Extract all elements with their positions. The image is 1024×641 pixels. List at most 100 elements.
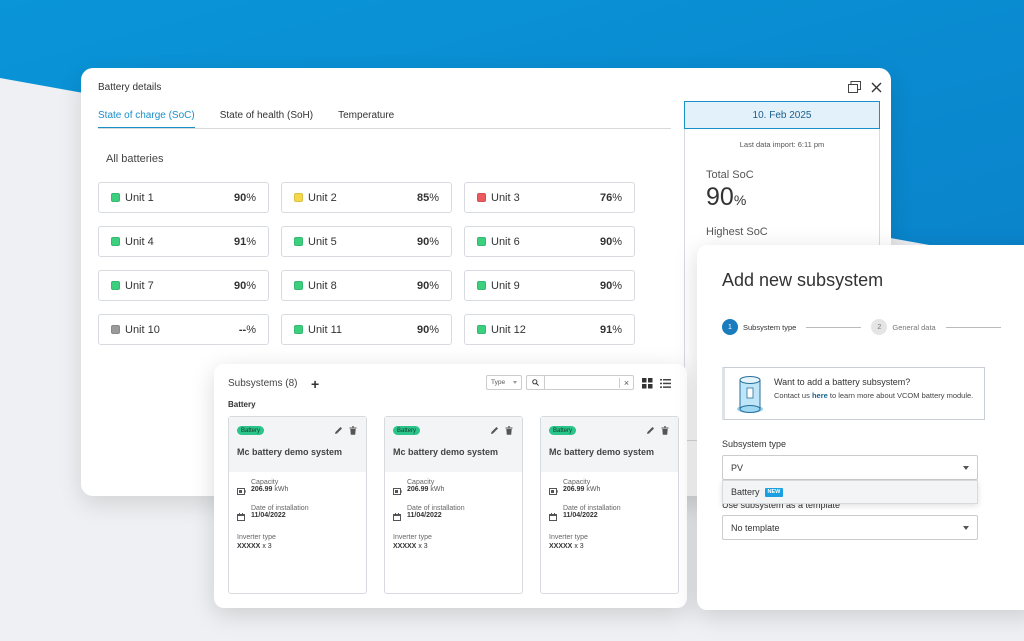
- status-indicator: [477, 193, 486, 202]
- subsystem-type-select[interactable]: PV: [722, 455, 978, 480]
- battery-unit-card[interactable]: Unit 12 91%: [464, 314, 635, 345]
- unit-name: Unit 2: [308, 191, 337, 204]
- battery-icon: [393, 482, 402, 495]
- template-select[interactable]: No template: [722, 515, 978, 540]
- capacity-row: Capacity 206.99 kWh: [549, 479, 600, 495]
- inverter-model: XXXXX: [549, 543, 573, 550]
- status-indicator: [477, 281, 486, 290]
- subsystems-panel: Subsystems (8) + Type × Battery Battery M…: [214, 364, 687, 608]
- unit-soc-unit: %: [246, 235, 256, 248]
- unit-name: Unit 11: [308, 323, 343, 336]
- status-indicator: [294, 193, 303, 202]
- battery-unit-card[interactable]: Unit 11 90%: [281, 314, 452, 345]
- close-icon[interactable]: [869, 80, 883, 94]
- grid-view-icon[interactable]: [642, 376, 654, 389]
- step-2-label: General data: [892, 322, 936, 332]
- unit-soc-number: 85: [416, 191, 430, 204]
- trash-icon[interactable]: [349, 426, 358, 435]
- battery-unit-card[interactable]: Unit 3 76%: [464, 182, 635, 213]
- battery-icon: [237, 482, 246, 495]
- contact-link[interactable]: here: [811, 391, 828, 400]
- unit-soc-unit: %: [429, 279, 439, 292]
- type-badge: Battery: [549, 426, 577, 435]
- unit-soc-number: 90: [233, 191, 247, 204]
- inverter-count: x 3: [574, 543, 584, 550]
- capacity-unit: kWh: [586, 486, 601, 493]
- unit-soc-value: 90%: [600, 280, 622, 292]
- battery-unit-card[interactable]: Unit 10 --%: [98, 314, 269, 345]
- trash-icon[interactable]: [661, 426, 670, 435]
- restore-window-icon[interactable]: [847, 80, 861, 94]
- subsystem-card[interactable]: Battery Mc battery demo system Capacity 206…: [228, 416, 367, 594]
- subsystem-cards: Battery Mc battery demo system Capacity 206…: [228, 416, 679, 594]
- battery-unit-card[interactable]: Unit 9 90%: [464, 270, 635, 301]
- battery-unit-card[interactable]: Unit 4 91%: [98, 226, 269, 257]
- battery-unit-card[interactable]: Unit 8 90%: [281, 270, 452, 301]
- subsystem-card[interactable]: Battery Mc battery demo system Capacity 206…: [540, 416, 679, 594]
- installation-row: Date of installation 11/04/2022: [393, 505, 465, 521]
- calendar-icon: [393, 508, 402, 521]
- dropdown-option-battery[interactable]: Battery NEW: [722, 480, 978, 504]
- capacity-value: 206.99 kWh: [407, 486, 444, 493]
- unit-soc-value: --%: [239, 324, 256, 336]
- unit-name: Unit 3: [491, 191, 520, 204]
- unit-soc-value: 90%: [417, 236, 439, 248]
- new-badge: NEW: [764, 487, 784, 497]
- template-value: No template: [731, 522, 780, 533]
- unit-soc-unit: %: [429, 235, 439, 248]
- add-subsystem-button[interactable]: +: [311, 376, 320, 392]
- info-title: Want to add a battery subsystem?: [774, 377, 911, 387]
- search-box: ×: [526, 375, 634, 390]
- installation-block: Date of installation 11/04/2022: [563, 505, 621, 519]
- status-indicator: [294, 325, 303, 334]
- battery-unit-card[interactable]: Unit 1 90%: [98, 182, 269, 213]
- battery-unit-card[interactable]: Unit 6 90%: [464, 226, 635, 257]
- tab-temperature[interactable]: Temperature: [338, 110, 395, 121]
- installation-date: 11/04/2022: [407, 512, 442, 519]
- capacity-label: Capacity: [251, 479, 279, 486]
- unit-name: Unit 1: [125, 191, 154, 204]
- battery-unit-card[interactable]: Unit 7 90%: [98, 270, 269, 301]
- type-filter-select[interactable]: Type: [486, 375, 522, 390]
- list-view-icon[interactable]: [660, 376, 672, 388]
- capacity-number: 206.99: [563, 486, 585, 493]
- unit-name: Unit 8: [308, 279, 337, 292]
- clear-search-icon[interactable]: ×: [619, 377, 633, 388]
- capacity-value: 206.99 kWh: [251, 486, 288, 493]
- subsystem-card[interactable]: Battery Mc battery demo system Capacity 206…: [384, 416, 523, 594]
- trash-icon[interactable]: [505, 426, 514, 435]
- info-text: Contact us here to learn more about VCOM…: [774, 390, 979, 401]
- battery-unit-card[interactable]: Unit 2 85%: [281, 182, 452, 213]
- battery-unit-card[interactable]: Unit 5 90%: [281, 226, 452, 257]
- capacity-value: 206.99 kWh: [563, 486, 600, 493]
- unit-soc-number: 91: [599, 323, 613, 336]
- edit-icon[interactable]: [334, 426, 343, 435]
- subsystems-title: Subsystems (8): [228, 378, 298, 389]
- capacity-number: 206.99: [407, 486, 429, 493]
- unit-name: Unit 9: [491, 279, 520, 292]
- total-soc-unit: %: [733, 192, 747, 208]
- calendar-icon: [237, 508, 246, 521]
- date-selector[interactable]: 10. Feb 2025: [684, 101, 880, 129]
- battery-info-box: Want to add a battery subsystem? Contact…: [722, 367, 985, 420]
- installation-date: 11/04/2022: [251, 512, 286, 519]
- edit-icon[interactable]: [646, 426, 655, 435]
- search-input[interactable]: [545, 376, 619, 389]
- unit-soc-unit: %: [429, 323, 439, 336]
- installation-label: Date of installation: [251, 505, 309, 512]
- unit-soc-number: 90: [416, 279, 430, 292]
- capacity-row: Capacity 206.99 kWh: [393, 479, 444, 495]
- installation-block: Date of installation 11/04/2022: [251, 505, 309, 519]
- inverter-label: Inverter type: [393, 534, 432, 541]
- total-soc-number: 90: [706, 183, 734, 211]
- unit-soc-unit: %: [612, 235, 622, 248]
- tab-soh[interactable]: State of health (SoH): [219, 110, 314, 121]
- card-actions: [646, 426, 670, 435]
- add-subsystem-panel: Add new subsystem 1 Subsystem type 2 Gen…: [697, 245, 1024, 610]
- unit-soc-value: 76%: [600, 192, 622, 204]
- unit-soc-number: 90: [416, 235, 430, 248]
- capacity-block: Capacity 206.99 kWh: [407, 479, 444, 493]
- edit-icon[interactable]: [490, 426, 499, 435]
- battery-cylinder-icon: [735, 374, 765, 414]
- tab-soc[interactable]: State of charge (SoC): [98, 110, 195, 129]
